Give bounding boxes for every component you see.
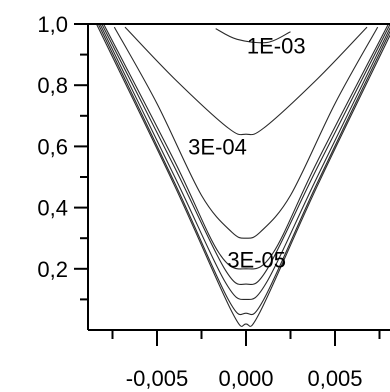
- contour-line: [113, 26, 379, 239]
- x-tick-label: 0,005: [307, 366, 362, 391]
- x-tick-label: 0,000: [218, 366, 273, 391]
- contour-line: [101, 23, 390, 285]
- contour-line: [103, 23, 389, 270]
- contour-lines: [96, 23, 390, 327]
- labels: -0,005 0,000 0,005 0,2 0,4 0,6 0,8 1,0 3E-05 3E-0…: [37, 12, 362, 391]
- contour-label: 1E-03: [247, 33, 306, 58]
- y-tick-label: 1,0: [37, 12, 68, 37]
- contour-label: 3E-04: [188, 134, 247, 159]
- contour-line: [124, 26, 368, 136]
- y-tick-label: 0,8: [37, 73, 68, 98]
- y-tick-label: 0,2: [37, 257, 68, 282]
- contour-line: [96, 23, 390, 327]
- y-tick-label: 0,6: [37, 134, 68, 159]
- x-tick-label: -0,005: [126, 366, 188, 391]
- contour-line: [215, 28, 291, 44]
- contour-label: 3E-05: [227, 248, 286, 273]
- y-tick-label: 0,4: [37, 196, 68, 221]
- contour-line: [97, 23, 390, 316]
- ticks: [74, 23, 381, 346]
- contour-line: [99, 23, 390, 300]
